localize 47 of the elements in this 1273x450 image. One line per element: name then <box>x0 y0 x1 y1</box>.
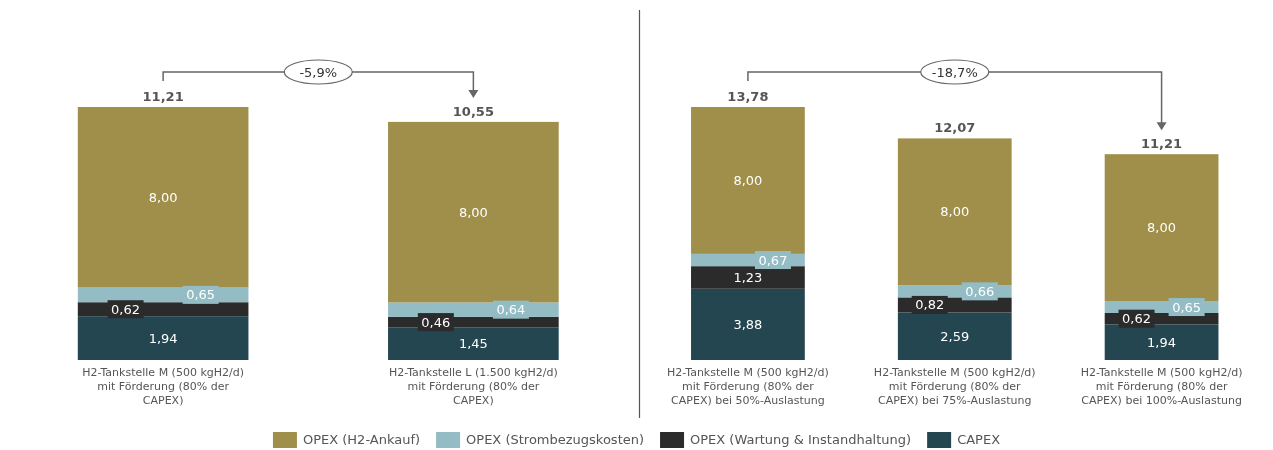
data-label: 8,00 <box>1147 220 1177 236</box>
data-label: 0,66 <box>965 283 995 299</box>
data-label: 0,82 <box>915 297 945 313</box>
bar <box>897 138 1012 286</box>
data-label: 0,65 <box>186 287 216 303</box>
legend-label: OPEX (Wartung & Instandhaltung) <box>690 432 912 447</box>
data-label: 0,64 <box>496 302 526 318</box>
data-label: 8,00 <box>458 204 488 220</box>
total-label: 11,21 <box>142 89 184 104</box>
total-label: 13,78 <box>727 89 769 104</box>
legend-label: OPEX (Strombezugskosten) <box>466 432 645 447</box>
bar <box>1104 154 1219 302</box>
bar <box>77 316 249 360</box>
data-label: 8,00 <box>733 172 763 188</box>
legend-label: CAPEX <box>957 432 1001 447</box>
bar <box>691 266 805 289</box>
data-label: 2,59 <box>940 328 970 344</box>
bar <box>691 288 805 360</box>
bar <box>1104 324 1219 360</box>
bar <box>77 107 249 288</box>
bar <box>388 121 559 303</box>
x-tick-label: H2-Tankstelle M (500 kgH2/d) mit Förderung (80% der CAPEX) <box>82 366 245 407</box>
data-label: 0,65 <box>1172 299 1202 315</box>
data-label: 0,67 <box>758 252 788 268</box>
data-label: 8,00 <box>148 189 178 205</box>
bar <box>388 327 559 360</box>
data-label: 0,62 <box>1122 311 1152 327</box>
total-label: 11,21 <box>1141 136 1183 152</box>
bar <box>897 312 1012 360</box>
total-label: 12,07 <box>934 120 976 136</box>
x-tick-label: H2-Tankstelle M (500 kgH2/d) mit Förderung (80% der CAPEX) bei 100%-Auslastung <box>1080 366 1243 407</box>
x-tick-label: H2-Tankstelle L (1.500 kgH2/d) mit Förderung (80% der CAPEX) <box>388 366 558 407</box>
total-label: 10,55 <box>452 103 494 119</box>
x-tick-label: H2-Tankstelle M (500 kgH2/d) mit Förderung (80% der CAPEX) bei 75%-Auslastung <box>873 366 1036 407</box>
bar <box>691 107 805 254</box>
data-label: 8,00 <box>940 204 970 220</box>
data-label: 0,62 <box>111 301 141 317</box>
text: -5,9% <box>299 65 338 80</box>
text: -18,7% <box>931 65 978 80</box>
data-label: 1,94 <box>1147 334 1177 350</box>
data-label: 3,88 <box>733 316 763 332</box>
data-label: 1,23 <box>733 269 763 285</box>
legend-label: OPEX (H2-Ankauf) <box>302 432 421 447</box>
data-label: 1,45 <box>458 336 488 352</box>
data-label: 1,94 <box>148 330 178 346</box>
data-label: 0,46 <box>421 314 451 330</box>
x-tick-label: H2-Tankstelle M (500 kgH2/d) mit Förderung (80% der CAPEX) bei 50%-Auslastung <box>667 366 829 407</box>
